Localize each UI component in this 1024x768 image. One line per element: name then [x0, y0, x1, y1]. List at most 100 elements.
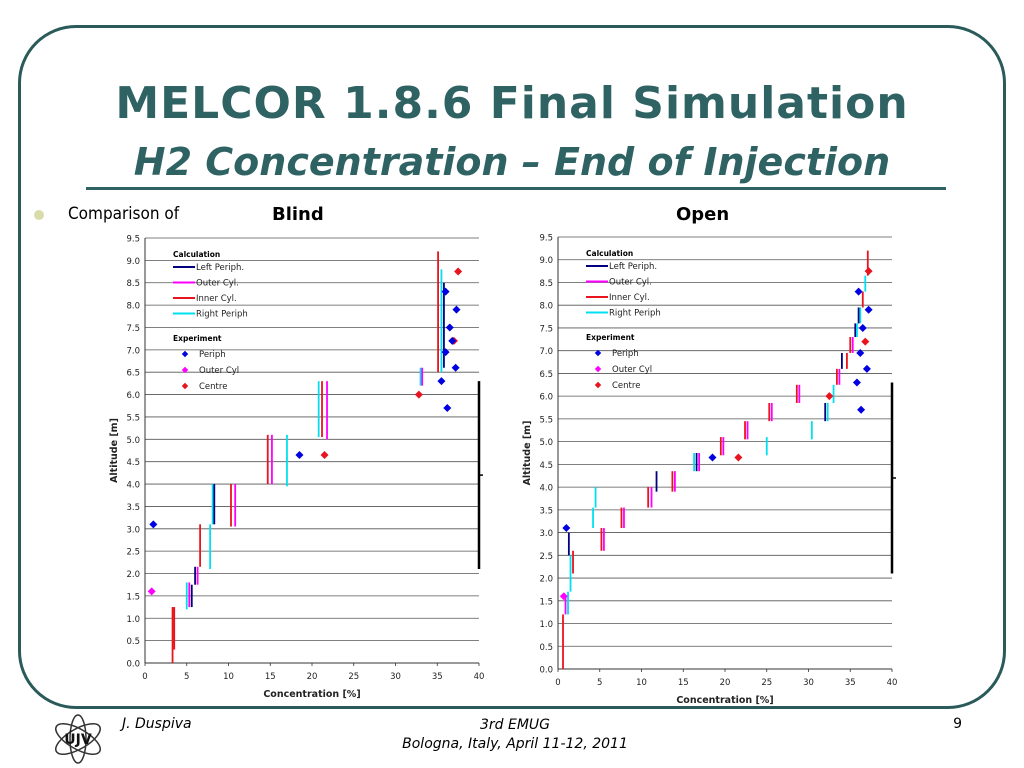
experiment-point — [852, 378, 861, 387]
y-tick-label: 1.0 — [539, 620, 553, 630]
y-tick-label: 9.0 — [539, 256, 553, 266]
chart-legend: Calculation Left Periph. Outer Cyl. Inner C… — [173, 250, 248, 392]
legend-item-label: Periph — [612, 349, 639, 359]
slide-frame — [18, 25, 1006, 709]
experiment-point — [562, 524, 571, 533]
experiment-point — [295, 450, 304, 459]
y-tick-label: 1.5 — [126, 592, 140, 602]
x-tick-label: 20 — [307, 672, 318, 682]
legend-item-label: Inner Cyl. — [609, 293, 650, 303]
logo-text: ÚJV — [64, 730, 92, 748]
y-tick-label: 7.0 — [539, 347, 553, 357]
experiment-point — [452, 305, 461, 314]
y-axis-label: Altitude [m] — [109, 418, 120, 483]
legend-marker-swatch — [181, 350, 189, 358]
legend-item-label: Left Periph. — [196, 263, 244, 273]
footer-conference-name: 3rd EMUG — [479, 717, 551, 733]
y-tick-label: 0.5 — [539, 643, 553, 653]
y-tick-label: 6.5 — [126, 369, 140, 379]
x-tick-label: 10 — [223, 672, 234, 682]
chart-open: 0.0 0.5 1.0 1.5 2.0 2.5 3.0 3.5 4.0 4.5 5.0 5.5 6.0 6… — [522, 234, 897, 707]
legend-item-label: Outer Cyl — [199, 366, 239, 376]
y-tick-label: 7.0 — [126, 346, 140, 356]
y-tick-label: 4.5 — [539, 461, 553, 471]
chart-blind: 0.0 0.5 1.0 1.5 2.0 2.5 3.0 3.5 4.0 4.5 5.0 5.5 6.0 6… — [109, 235, 484, 701]
y-tick-label: 7.5 — [539, 324, 553, 334]
y-tick-label: 3.0 — [126, 525, 140, 535]
experiment-point — [854, 287, 863, 296]
chart-legend: Calculation Left Periph. Outer Cyl. Inner C… — [586, 249, 661, 391]
experiment-point — [857, 405, 866, 414]
x-tick-label: 0 — [142, 672, 147, 682]
x-tick-label: 5 — [597, 678, 602, 688]
experiment-point — [825, 392, 834, 401]
experiment-point — [441, 348, 450, 357]
y-tick-label: 1.5 — [539, 597, 553, 607]
x-tick-label: 15 — [265, 672, 276, 682]
x-axis-label: Concentration [%] — [263, 689, 360, 700]
y-axis-label: Altitude [m] — [522, 421, 533, 486]
legend-marker-swatch — [594, 349, 602, 357]
legend-item-label: Outer Cyl — [612, 365, 652, 375]
legend-item-label: Outer Cyl. — [609, 278, 652, 288]
slide-subtitle: H2 Concentration – End of Injection — [133, 140, 891, 184]
legend-item-label: Outer Cyl. — [196, 279, 239, 289]
experiment-point — [856, 348, 865, 357]
experiment-point — [864, 305, 873, 314]
y-tick-label: 9.5 — [126, 235, 140, 245]
bullet-dot-icon — [34, 210, 44, 220]
experiment-point — [414, 390, 423, 399]
experiment-point — [149, 520, 158, 529]
y-tick-label: 1.0 — [126, 615, 140, 625]
y-tick-label: 9.0 — [126, 257, 140, 267]
legend-item-label: Centre — [199, 382, 227, 392]
legend-header-calculation: Calculation — [173, 250, 220, 259]
experiment-point — [734, 453, 743, 462]
legend-marker-swatch — [181, 382, 189, 390]
y-tick-label: 2.0 — [539, 575, 553, 585]
experiment-point — [441, 287, 450, 296]
x-tick-label: 30 — [390, 672, 401, 682]
y-tick-label: 4.0 — [539, 484, 553, 494]
y-tick-label: 0.0 — [539, 666, 553, 676]
y-tick-label: 2.0 — [126, 570, 140, 580]
y-tick-label: 6.5 — [539, 370, 553, 380]
y-tick-label: 2.5 — [539, 552, 553, 562]
y-tick-label: 8.0 — [126, 302, 140, 312]
page-number: 9 — [953, 716, 962, 732]
y-tick-label: 4.5 — [126, 458, 140, 468]
y-tick-label: 5.5 — [539, 415, 553, 425]
label-blind: Blind — [272, 204, 324, 225]
legend-header-experiment: Experiment — [173, 334, 222, 343]
legend-header-calculation: Calculation — [586, 249, 633, 258]
y-tick-label: 9.5 — [539, 234, 553, 244]
experiment-point — [448, 336, 457, 345]
experiment-point — [858, 323, 867, 332]
y-tick-label: 8.0 — [539, 302, 553, 312]
footer-conference: 3rd EMUG Bologna, Italy, April 11-12, 20… — [380, 716, 650, 754]
y-tick-label: 0.5 — [126, 637, 140, 647]
y-tick-label: 3.0 — [539, 529, 553, 539]
legend-item-label: Centre — [612, 381, 640, 391]
experiment-point — [147, 587, 156, 596]
bullet-text: Comparison of — [68, 204, 180, 224]
experiment-point — [320, 450, 329, 459]
x-tick-label: 25 — [761, 678, 772, 688]
x-tick-label: 25 — [348, 672, 359, 682]
experiment-point — [559, 592, 568, 601]
legend-marker-swatch — [181, 366, 189, 374]
x-tick-label: 10 — [636, 678, 647, 688]
experiment-point — [451, 363, 460, 372]
label-open: Open — [676, 204, 730, 225]
y-tick-label: 2.5 — [126, 548, 140, 558]
experiment-point — [864, 267, 873, 276]
x-tick-label: 0 — [555, 678, 560, 688]
y-tick-label: 8.5 — [126, 279, 140, 289]
x-tick-label: 15 — [678, 678, 689, 688]
experiment-point — [443, 404, 452, 412]
y-tick-label: 0.0 — [126, 660, 140, 670]
legend-marker-swatch — [594, 365, 602, 373]
y-tick-label: 3.5 — [539, 506, 553, 516]
y-tick-label: 5.5 — [126, 413, 140, 423]
experiment-point — [454, 267, 463, 276]
